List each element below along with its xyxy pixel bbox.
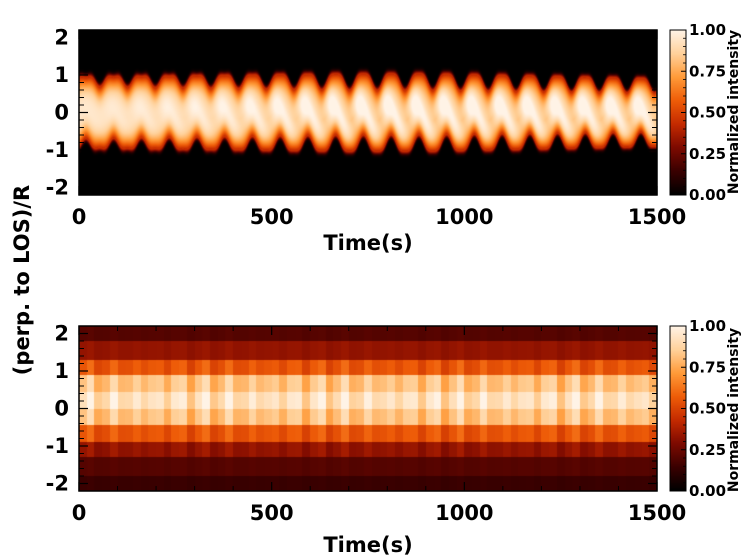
bottom-y-tick-label: -1 xyxy=(46,434,69,458)
bottom-x-tick-label: 1500 xyxy=(628,501,686,525)
top-colorbar-tick-label: 0.25 xyxy=(689,145,726,163)
top-x-tick-label: 1000 xyxy=(435,205,493,229)
top-x-axis-title: Time(s) xyxy=(323,231,412,255)
bottom-colorbar-tick-label: 0.75 xyxy=(689,358,726,376)
top-colorbar-tick-label: 0.00 xyxy=(689,186,726,204)
bottom-y-tick-label: 2 xyxy=(54,322,69,346)
bottom-heatmap xyxy=(79,326,657,491)
top-colorbar-ticks: 0.00 0.25 0.50 0.75 1.00 xyxy=(681,21,726,204)
bottom-colorbar-tick-label: 1.00 xyxy=(689,317,726,335)
bottom-x-tick-label: 1000 xyxy=(435,501,493,525)
top-y-tick-label: 2 xyxy=(54,26,69,50)
top-y-tick-label: -2 xyxy=(46,176,69,200)
bottom-colorbar-tick-label: 0.25 xyxy=(689,441,726,459)
top-colorbar-tick-label: 1.00 xyxy=(689,21,726,39)
top-x-axis: 0 500 1000 1500 xyxy=(72,30,686,229)
top-colorbar-title: Normalized intensity xyxy=(726,30,742,194)
bottom-x-tick-label: 0 xyxy=(72,501,87,525)
top-colorbar-tick-label: 0.50 xyxy=(689,104,726,122)
bottom-panel: 0 500 1000 1500 -2 -1 0 1 2 Time(s) 0.00 0.25 0.5… xyxy=(46,317,742,557)
bottom-colorbar-title: Normalized intensity xyxy=(726,328,742,492)
top-y-tick-label: 0 xyxy=(54,101,69,125)
top-heatmap xyxy=(79,30,657,195)
top-y-tick-label: 1 xyxy=(54,63,69,87)
bottom-y-tick-label: -2 xyxy=(46,472,69,496)
bottom-y-axis: -2 -1 0 1 2 xyxy=(46,322,657,496)
y-axis-title: (perp. to LOS)/R xyxy=(10,185,34,375)
top-panel: 0 500 1000 1500 -2 -1 0 1 2 Time(s) 0.00 0.25 0.5… xyxy=(46,21,742,255)
bottom-x-axis-title: Time(s) xyxy=(323,533,412,557)
top-colorbar-tick-label: 0.75 xyxy=(689,62,726,80)
top-x-tick-label: 1500 xyxy=(628,205,686,229)
bottom-colorbar-tick-label: 0.50 xyxy=(689,400,726,418)
bottom-colorbar-ticks: 0.00 0.25 0.50 0.75 1.00 xyxy=(681,317,726,500)
bottom-y-tick-label: 1 xyxy=(54,359,69,383)
bottom-y-tick-label: 0 xyxy=(54,397,69,421)
top-x-tick-label: 0 xyxy=(72,205,87,229)
top-y-tick-label: -1 xyxy=(46,138,69,162)
top-y-axis: -2 -1 0 1 2 xyxy=(46,26,657,200)
bottom-colorbar-tick-label: 0.00 xyxy=(689,482,726,500)
top-x-tick-label: 500 xyxy=(250,205,294,229)
bottom-x-tick-label: 500 xyxy=(250,501,294,525)
bottom-x-axis: 0 500 1000 1500 xyxy=(72,326,686,525)
